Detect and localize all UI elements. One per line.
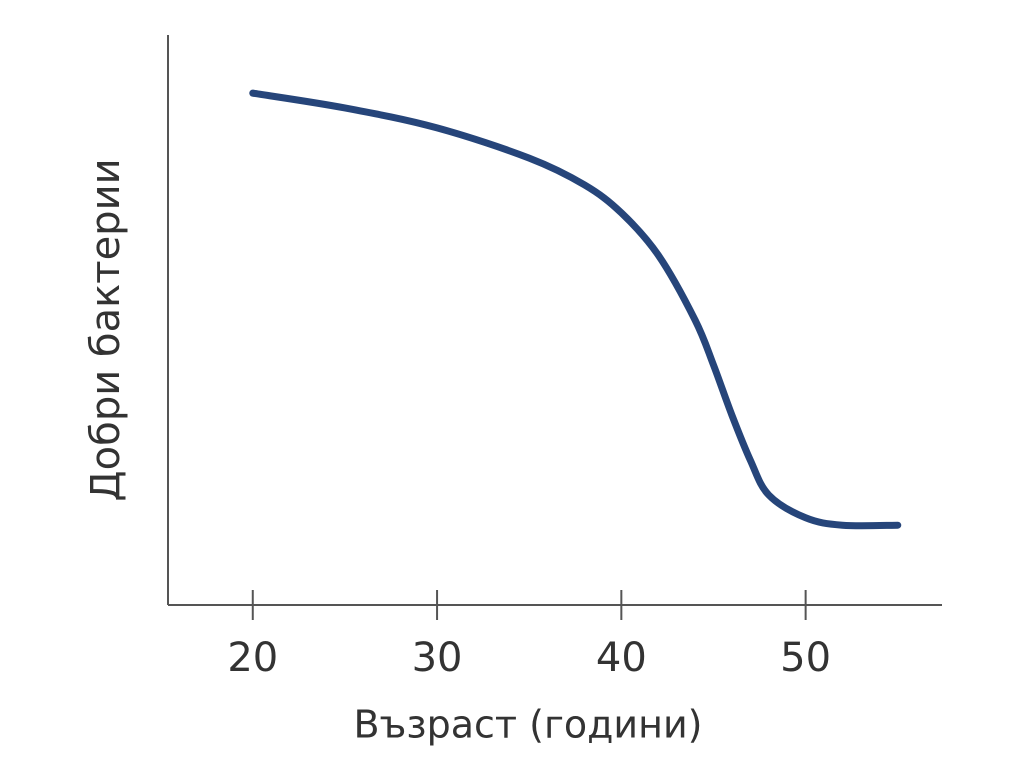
- x-tick-label: 40: [596, 635, 647, 681]
- data-line: [249, 89, 902, 530]
- x-tick-label: 50: [780, 635, 831, 681]
- y-axis-label: Добри бактерии: [83, 158, 129, 501]
- x-tick-label: 30: [412, 635, 463, 681]
- x-axis-label: Възраст (години): [353, 703, 702, 747]
- x-tick-label: 20: [227, 635, 278, 681]
